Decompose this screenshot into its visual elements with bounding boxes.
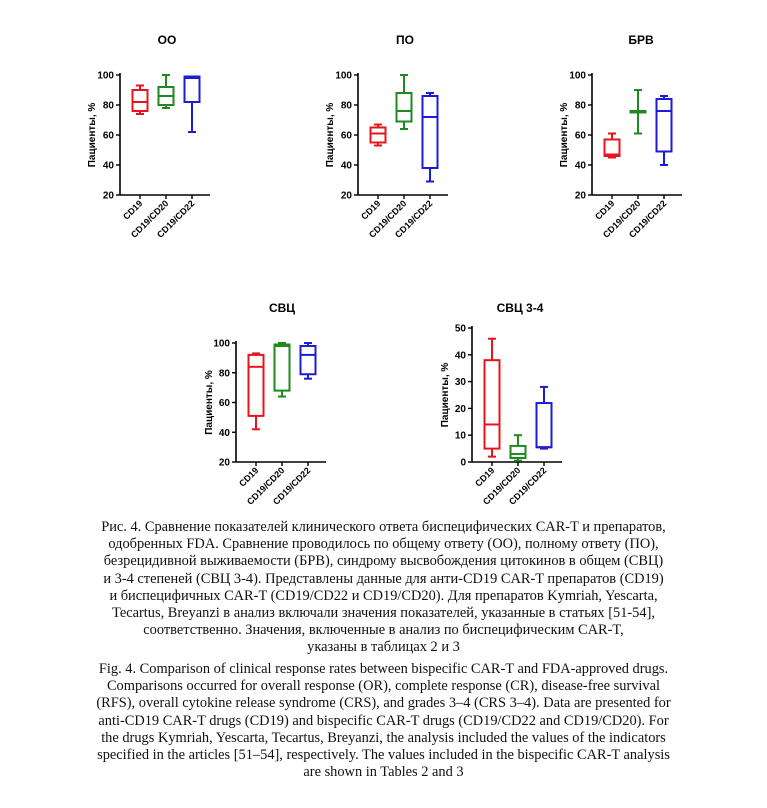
y-tick-label: 50 [455, 324, 467, 335]
y-tick-label: 100 [97, 71, 114, 82]
chart-title: БРВ [628, 33, 654, 47]
y-axis-label: Пациенты, % [559, 103, 570, 168]
y-tick-label: 40 [455, 350, 467, 361]
y-axis-label: Пациенты, % [440, 363, 451, 428]
y-tick-label: 80 [575, 101, 587, 112]
caption-ru-line: указаны в таблицах 2 и 3 [307, 639, 460, 656]
chart-title: ПО [396, 33, 414, 47]
caption-en-line: are shown in Tables 2 and 3 [303, 764, 464, 781]
box [655, 98, 673, 153]
y-tick-label: 100 [335, 71, 352, 82]
box [273, 343, 291, 392]
caption-ru-line: безрецидивной выживаемости (БРВ), синдро… [103, 553, 664, 570]
x-tick-label: CD19 [237, 465, 260, 488]
x-tick-label: CD19 [473, 465, 496, 488]
caption-ru-line: одобренных FDA. Сравнение проводилось по… [108, 536, 659, 553]
caption-ru-line: и биспецифичных CAR-T (CD19/CD22 и CD19/… [109, 587, 658, 604]
box [509, 444, 527, 459]
box [183, 75, 201, 103]
x-tick-label: CD19 [359, 198, 382, 221]
y-axis-label: Пациенты, % [204, 370, 215, 435]
y-tick-label: 20 [575, 191, 587, 202]
box [299, 344, 317, 376]
box [247, 353, 265, 417]
caption-ru-line: и 3-4 степеней (СВЦ 3-4). Представлены д… [103, 570, 664, 587]
y-tick-label: 0 [460, 458, 466, 469]
y-axis-label: Пациенты, % [87, 103, 98, 168]
chart-title: СВЦ 3-4 [497, 301, 544, 315]
box [369, 126, 387, 144]
y-tick-label: 100 [569, 71, 586, 82]
x-tick-label: CD19 [121, 198, 144, 221]
caption-en-line: the drugs Kymriah, Yescarta, Tecartus, B… [101, 729, 666, 746]
y-tick-label: 20 [103, 191, 115, 202]
chart-title: ОО [158, 33, 177, 47]
box [603, 138, 621, 157]
box [395, 92, 413, 123]
y-tick-label: 20 [455, 404, 467, 415]
y-tick-label: 80 [341, 101, 353, 112]
y-tick-label: 100 [213, 339, 230, 350]
y-tick-label: 60 [219, 398, 231, 409]
y-axis-label: Пациенты, % [325, 103, 336, 168]
y-tick-label: 10 [455, 431, 467, 442]
y-tick-label: 40 [219, 428, 231, 439]
caption-ru-line: Рис. 4. Сравнение показателей клиническо… [101, 519, 666, 535]
y-tick-label: 80 [103, 101, 115, 112]
y-tick-label: 20 [219, 458, 231, 469]
y-tick-label: 40 [341, 161, 353, 172]
caption-en-line: (RFS), overall cytokine release syndrome… [96, 695, 671, 712]
caption-ru-line: Tecartus, Breyanzi в анализ включали зна… [112, 605, 655, 622]
box [421, 95, 439, 169]
box [535, 402, 553, 449]
y-tick-label: 60 [341, 131, 353, 142]
y-tick-label: 40 [103, 161, 115, 172]
box [483, 359, 501, 450]
y-tick-label: 60 [103, 131, 115, 142]
x-tick-label: CD19 [593, 198, 616, 221]
y-tick-label: 40 [575, 161, 587, 172]
caption-english: Fig. 4. Comparison of clinical response … [40, 661, 727, 781]
y-tick-label: 60 [575, 131, 587, 142]
y-tick-label: 30 [455, 377, 467, 388]
caption-en-line: Fig. 4. Comparison of clinical response … [98, 661, 669, 677]
caption-en-line: specified in the articles [51–54], respe… [97, 747, 670, 764]
y-tick-label: 20 [341, 191, 353, 202]
caption-en-line: anti-CD19 CAR-T drugs (CD19) and bispeci… [98, 712, 669, 729]
caption-ru-line: соответственно. Значения, включенные в а… [143, 622, 624, 639]
caption-russian: Рис. 4. Сравнение показателей клиническо… [40, 519, 727, 657]
y-tick-label: 80 [219, 368, 231, 379]
caption-en-line: Comparisons occurred for overall respons… [106, 678, 661, 695]
chart-title: СВЦ [269, 301, 295, 315]
box [131, 89, 149, 112]
